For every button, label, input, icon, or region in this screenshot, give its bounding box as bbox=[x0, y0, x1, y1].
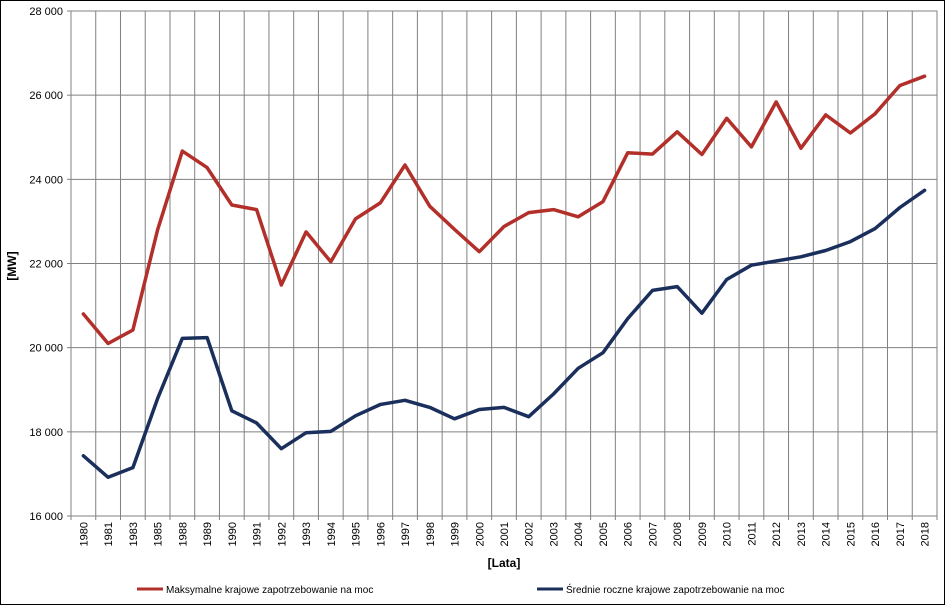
y-tick-label: 16 000 bbox=[29, 511, 63, 523]
x-tick-label: 1998 bbox=[425, 522, 437, 546]
x-tick-label: 2014 bbox=[821, 522, 833, 546]
x-tick-label: 2003 bbox=[548, 522, 560, 546]
x-axis-ticks: 1980 1981 1983 1985 1988 1989 1990 1991 1992 1993… bbox=[70, 516, 938, 546]
y-tick-label: 22 000 bbox=[29, 259, 63, 271]
y-tick-label: 24 000 bbox=[29, 174, 63, 186]
series-line-avg bbox=[81, 188, 927, 480]
x-tick-label: 2007 bbox=[647, 522, 659, 546]
legend-label-max: Maksymalne krajowe zapotrzebowanie na mo… bbox=[166, 585, 373, 596]
y-tick-label: 18 000 bbox=[29, 427, 63, 439]
y-axis-title: [MW] bbox=[5, 251, 19, 280]
x-tick-label: 1981 bbox=[103, 522, 115, 546]
x-tick-label: 1990 bbox=[227, 522, 239, 546]
x-tick-label: 1980 bbox=[78, 522, 90, 546]
y-axis-ticks: 16 000 18 000 20 000 22 000 24 000 26 000 28 0… bbox=[29, 6, 71, 523]
x-tick-label: 2018 bbox=[920, 522, 932, 546]
x-tick-label: 1997 bbox=[400, 522, 412, 546]
x-tick-label: 2010 bbox=[722, 522, 734, 546]
x-tick-label: 1994 bbox=[326, 522, 338, 546]
x-tick-label: 2011 bbox=[746, 522, 758, 546]
x-tick-label: 1983 bbox=[128, 522, 140, 546]
x-tick-label: 2016 bbox=[870, 522, 882, 546]
legend: Maksymalne krajowe zapotrzebowanie na mo… bbox=[137, 583, 784, 596]
legend-label-avg: Średnie roczne krajowe zapotrzebowanie n… bbox=[566, 583, 784, 596]
x-tick-label: 1995 bbox=[351, 522, 363, 546]
x-axis-title: [Lata] bbox=[488, 556, 521, 570]
series-lines bbox=[81, 74, 927, 480]
x-tick-label: 2017 bbox=[895, 522, 907, 546]
series-line-max bbox=[81, 74, 927, 346]
x-tick-label: 2001 bbox=[499, 522, 511, 546]
x-tick-label: 2005 bbox=[598, 522, 610, 546]
y-tick-label: 20 000 bbox=[29, 343, 63, 355]
x-tick-label: 1992 bbox=[276, 522, 288, 546]
x-tick-label: 1989 bbox=[202, 522, 214, 546]
y-tick-label: 28 000 bbox=[29, 6, 63, 18]
x-tick-label: 1996 bbox=[375, 522, 387, 546]
x-tick-label: 2012 bbox=[771, 522, 783, 546]
x-tick-label: 2008 bbox=[672, 522, 684, 546]
gridlines bbox=[71, 10, 937, 517]
x-tick-label: 2009 bbox=[697, 522, 709, 546]
x-tick-label: 1993 bbox=[301, 522, 313, 546]
x-tick-label: 2015 bbox=[845, 522, 857, 546]
x-tick-label: 2013 bbox=[796, 522, 808, 546]
x-tick-label: 1991 bbox=[252, 522, 264, 546]
x-tick-label: 1999 bbox=[450, 522, 462, 546]
x-tick-label: 2004 bbox=[573, 522, 585, 546]
x-tick-label: 1988 bbox=[177, 522, 189, 546]
x-tick-label: 2002 bbox=[524, 522, 536, 546]
y-tick-label: 26 000 bbox=[29, 90, 63, 102]
x-tick-label: 2006 bbox=[623, 522, 635, 546]
x-tick-label: 2000 bbox=[474, 522, 486, 546]
x-tick-label: 1985 bbox=[153, 522, 165, 546]
